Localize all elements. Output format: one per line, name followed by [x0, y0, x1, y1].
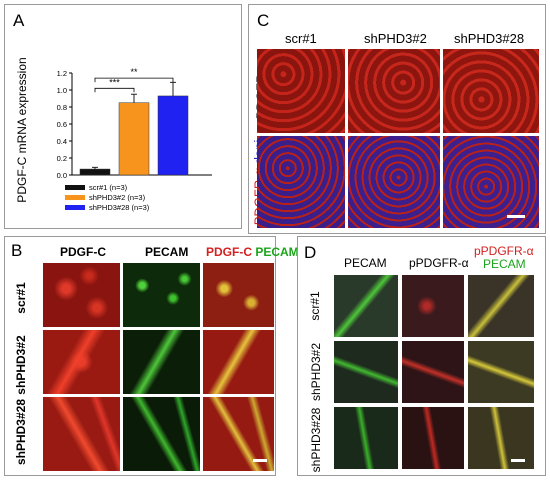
panel-c-label: C	[257, 11, 270, 30]
image-b-pdgfc-shphd3-2	[43, 330, 120, 394]
image-d-ppdgfra-shphd3-28	[402, 407, 464, 469]
image-d-ppdgfra-shphd3-2	[402, 341, 464, 403]
y-tick-label: 0.4	[57, 137, 67, 146]
row-label-d-shphd3-28: shPHD3#28	[309, 407, 323, 473]
scale-bar-c	[507, 215, 525, 218]
image-b-pecam-scr1	[123, 263, 200, 327]
image-b-pecam-shphd3-2	[123, 330, 200, 394]
significance-bracket	[94, 87, 135, 93]
header-merge-green: PECAM	[255, 245, 299, 259]
image-b-merge-shphd3-28	[203, 397, 274, 471]
scale-bar-b	[253, 459, 267, 462]
row-label-scr1: scr#1	[14, 282, 28, 314]
panel-a-label: A	[13, 11, 25, 30]
header-c-scr1: scr#1	[285, 31, 317, 46]
image-c-pdgfra-shphd3-28	[443, 49, 539, 133]
significance-bracket	[94, 77, 174, 83]
panel-d-label: D	[304, 243, 317, 262]
bar-chart: PDGF-C mRNA expression 0.0 0.2 0.4 0.6 0.8 1.0…	[15, 57, 212, 212]
legend-swatch	[65, 185, 85, 190]
panel-c: C scr#1 shPHD3#2 shPHD3#28 PDGFR-α PDGFR…	[248, 4, 546, 234]
legend-label: scr#1 (n=3)	[89, 183, 128, 192]
header-merge-red: PDGF-C	[206, 245, 252, 259]
y-tick-label: 1.2	[57, 69, 67, 78]
legend-swatch	[65, 205, 85, 210]
y-tick-label: 0.8	[57, 103, 67, 112]
image-d-merge-shphd3-2	[468, 341, 534, 403]
row-label-d-shphd3-2: shPHD3#2	[309, 342, 323, 402]
significance-label: ***	[109, 77, 120, 87]
scale-bar-d	[511, 459, 525, 462]
header-d-merge-green: PECAM	[483, 257, 526, 271]
image-d-pecam-shphd3-2	[334, 341, 398, 403]
bar	[79, 168, 111, 176]
row-label-shphd3-2: shPHD3#2	[14, 335, 28, 395]
y-tick-label: 0.6	[57, 120, 67, 129]
bar	[157, 95, 189, 176]
row-label-shphd3-28: shPHD3#28	[14, 398, 28, 466]
panel-b-label: B	[11, 241, 23, 260]
header-d-pecam: PECAM	[344, 256, 387, 270]
image-b-merge-scr1	[203, 263, 274, 327]
header-d-merge-red: pPDGFR-α	[474, 244, 534, 258]
bar	[118, 102, 150, 176]
header-merge: PDGF-C PECAM	[206, 245, 299, 259]
header-d-ppdgfra: pPDGFR-α	[409, 256, 469, 270]
image-d-pecam-shphd3-28	[334, 407, 398, 469]
header-c-shphd3-28: shPHD3#28	[454, 31, 525, 46]
header-pdgfc: PDGF-C	[60, 245, 106, 259]
image-d-merge-shphd3-28	[468, 407, 534, 469]
image-d-pecam-scr1	[334, 275, 398, 337]
header-pecam: PECAM	[145, 245, 189, 259]
panel-a: A PDGF-C mRNA expression 0.0 0.2 0.4 0.6 0.8 1…	[4, 4, 242, 229]
panel-d: D PECAM pPDGFR-α pPDGFR-α PECAM scr#1 sh…	[297, 236, 546, 476]
image-c-merge-shphd3-28	[443, 136, 539, 228]
image-c-pdgfra-scr1	[257, 49, 345, 133]
y-tick-label: 0.0	[57, 171, 67, 180]
legend-label: shPHD3#2 (n=3)	[89, 193, 146, 202]
row-label-d-scr1: scr#1	[308, 291, 322, 321]
image-b-merge-shphd3-2	[203, 330, 274, 394]
header-c-shphd3-2: shPHD3#2	[364, 31, 427, 46]
y-axis-label: PDGF-C mRNA expression	[15, 57, 29, 202]
image-d-ppdgfra-scr1	[402, 275, 464, 337]
image-c-merge-scr1	[257, 136, 345, 228]
image-b-pdgfc-scr1	[43, 263, 120, 327]
image-d-merge-scr1	[468, 275, 534, 337]
significance-label: **	[130, 67, 138, 77]
panel-b: B PDGF-C PECAM PDGF-C PECAM scr#1 shPHD3…	[4, 236, 299, 476]
image-b-pecam-shphd3-28	[123, 397, 200, 471]
y-tick-label: 1.0	[57, 86, 67, 95]
image-b-pdgfc-shphd3-28	[43, 397, 120, 471]
y-tick-label: 0.2	[57, 154, 67, 163]
legend-swatch	[65, 195, 85, 200]
image-c-merge-shphd3-2	[348, 136, 440, 228]
image-c-pdgfra-shphd3-2	[348, 49, 440, 133]
legend-label: shPHD3#28 (n=3)	[89, 203, 150, 212]
